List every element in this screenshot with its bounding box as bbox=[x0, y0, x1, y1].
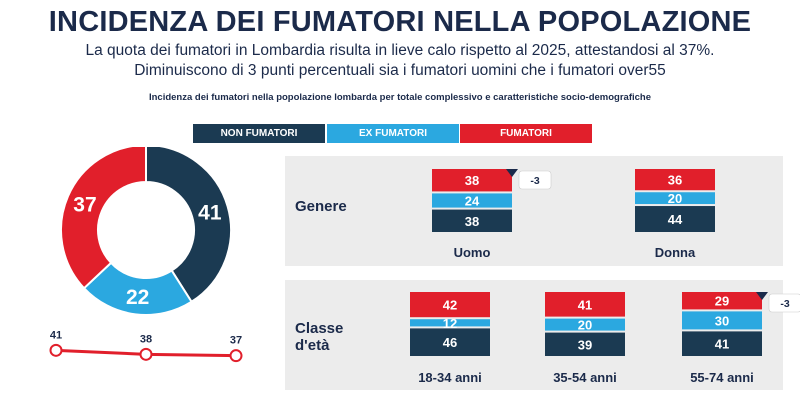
panel-classe-eta bbox=[285, 280, 783, 390]
subtitle-line-2: Diminuiscono di 3 punti percentuali sia … bbox=[134, 62, 666, 79]
donut-label-1: 22 bbox=[126, 286, 149, 309]
donut-label-0: 41 bbox=[198, 201, 222, 224]
trend-label-0: 41 bbox=[50, 329, 62, 341]
panel-label-classe-line1: Classe bbox=[295, 320, 344, 337]
trend-label-2: 37 bbox=[230, 335, 242, 347]
panel-label-classe-line2: d'età bbox=[295, 337, 330, 354]
trend-point-2 bbox=[229, 349, 243, 363]
donut-chart: 41 22 37 bbox=[60, 147, 232, 316]
panel-genere bbox=[285, 156, 783, 266]
legend-non-fumatori: NON FUMATORI bbox=[193, 124, 325, 143]
donut-slice-0 bbox=[145, 147, 232, 304]
trend-point-0 bbox=[49, 343, 63, 357]
page-title: INCIDENZA DEI FUMATORI NELLA POPOLAZIONE bbox=[48, 6, 752, 38]
donut-label-2: 37 bbox=[73, 194, 96, 217]
trend-label-1: 38 bbox=[140, 333, 152, 345]
trend-point-1 bbox=[139, 347, 153, 361]
trend-line-chart: 41 38 37 bbox=[49, 329, 243, 363]
chart-title: Incidenza dei fumatori nella popolazione… bbox=[148, 92, 652, 103]
legend-ex-fumatori: EX FUMATORI bbox=[327, 124, 459, 143]
subtitle-line-1: La quota dei fumatori in Lombardia risul… bbox=[85, 42, 715, 59]
legend-fumatori: FUMATORI bbox=[460, 124, 592, 143]
donut-slice-2 bbox=[60, 147, 147, 290]
panel-label-genere: Genere bbox=[295, 198, 347, 215]
